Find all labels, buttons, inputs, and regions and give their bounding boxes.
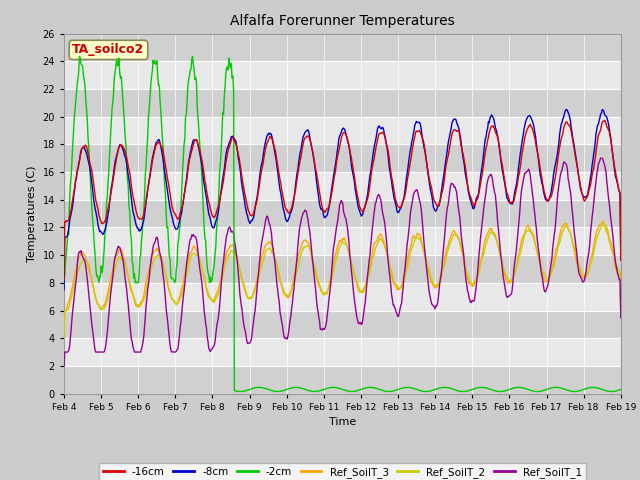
Text: TA_soilco2: TA_soilco2 — [72, 43, 145, 56]
Bar — [64, 144, 621, 172]
Bar — [64, 117, 621, 144]
Bar — [64, 61, 621, 89]
Y-axis label: Temperatures (C): Temperatures (C) — [27, 165, 37, 262]
Bar — [64, 255, 621, 283]
Bar — [64, 311, 621, 338]
Bar — [64, 338, 621, 366]
Bar — [64, 366, 621, 394]
Legend: -16cm, -8cm, -2cm, Ref_SoilT_3, Ref_SoilT_2, Ref_SoilT_1: -16cm, -8cm, -2cm, Ref_SoilT_3, Ref_Soil… — [99, 463, 586, 480]
Bar — [64, 228, 621, 255]
X-axis label: Time: Time — [329, 417, 356, 427]
Bar — [64, 200, 621, 228]
Bar — [64, 172, 621, 200]
Bar — [64, 89, 621, 117]
Title: Alfalfa Forerunner Temperatures: Alfalfa Forerunner Temperatures — [230, 14, 455, 28]
Bar — [64, 283, 621, 311]
Bar — [64, 34, 621, 61]
